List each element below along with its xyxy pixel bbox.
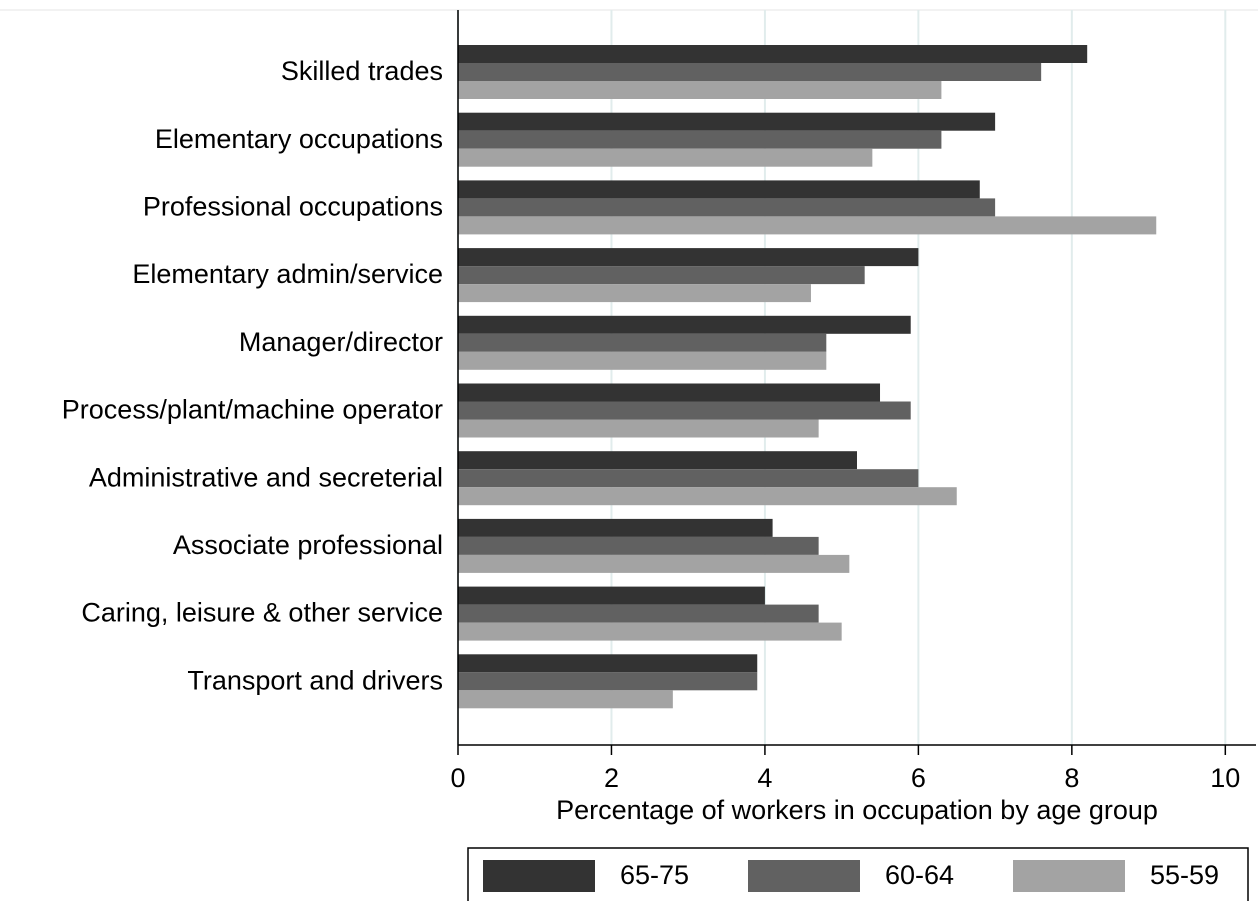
y-tick-label: Elementary admin/service — [132, 259, 443, 289]
bar — [458, 198, 996, 217]
bar — [458, 672, 758, 691]
bar — [458, 148, 873, 167]
x-tick-label: 8 — [1064, 763, 1079, 793]
legend-label: 55-59 — [1150, 860, 1219, 890]
legend-label: 65-75 — [620, 860, 689, 890]
bar — [458, 266, 865, 285]
bar — [458, 401, 911, 420]
bar — [458, 451, 857, 470]
x-tick-label: 10 — [1210, 763, 1240, 793]
bar — [458, 383, 881, 402]
bar — [458, 487, 957, 506]
bar — [458, 536, 819, 555]
bar — [458, 248, 919, 267]
x-tick-label: 0 — [450, 763, 465, 793]
legend-swatch — [483, 860, 595, 892]
bar — [458, 419, 819, 438]
bar — [458, 284, 811, 303]
bar — [458, 654, 758, 673]
y-tick-label: Caring, leisure & other service — [81, 598, 443, 628]
legend-swatch — [1013, 860, 1125, 892]
bar — [458, 351, 827, 370]
bar — [458, 130, 942, 149]
bar — [458, 622, 842, 641]
bar — [458, 216, 1157, 235]
y-tick-label: Manager/director — [239, 327, 443, 357]
x-tick-label: 4 — [757, 763, 772, 793]
bar — [458, 469, 919, 488]
bar — [458, 554, 850, 573]
bar — [458, 586, 765, 605]
bar — [458, 604, 819, 623]
legend-label: 60-64 — [885, 860, 954, 890]
bar — [458, 112, 996, 131]
y-tick-label: Transport and drivers — [187, 665, 443, 695]
x-tick-label: 2 — [604, 763, 619, 793]
x-tick-label: 6 — [911, 763, 926, 793]
y-tick-label: Administrative and secreterial — [89, 462, 443, 492]
y-tick-label: Elementary occupations — [155, 124, 443, 154]
y-tick-label: Associate professional — [173, 530, 443, 560]
bar — [458, 690, 673, 709]
bar — [458, 81, 942, 99]
bar — [458, 315, 911, 334]
bar — [458, 180, 980, 199]
bar — [458, 518, 773, 537]
x-axis-label: Percentage of workers in occupation by a… — [556, 795, 1158, 825]
y-tick-label: Skilled trades — [281, 56, 443, 86]
bar — [458, 45, 1088, 63]
y-tick-label: Process/plant/machine operator — [62, 395, 443, 425]
bar — [458, 63, 1042, 81]
legend-swatch — [748, 860, 860, 892]
y-tick-label: Professional occupations — [143, 192, 443, 222]
bar — [458, 333, 827, 352]
